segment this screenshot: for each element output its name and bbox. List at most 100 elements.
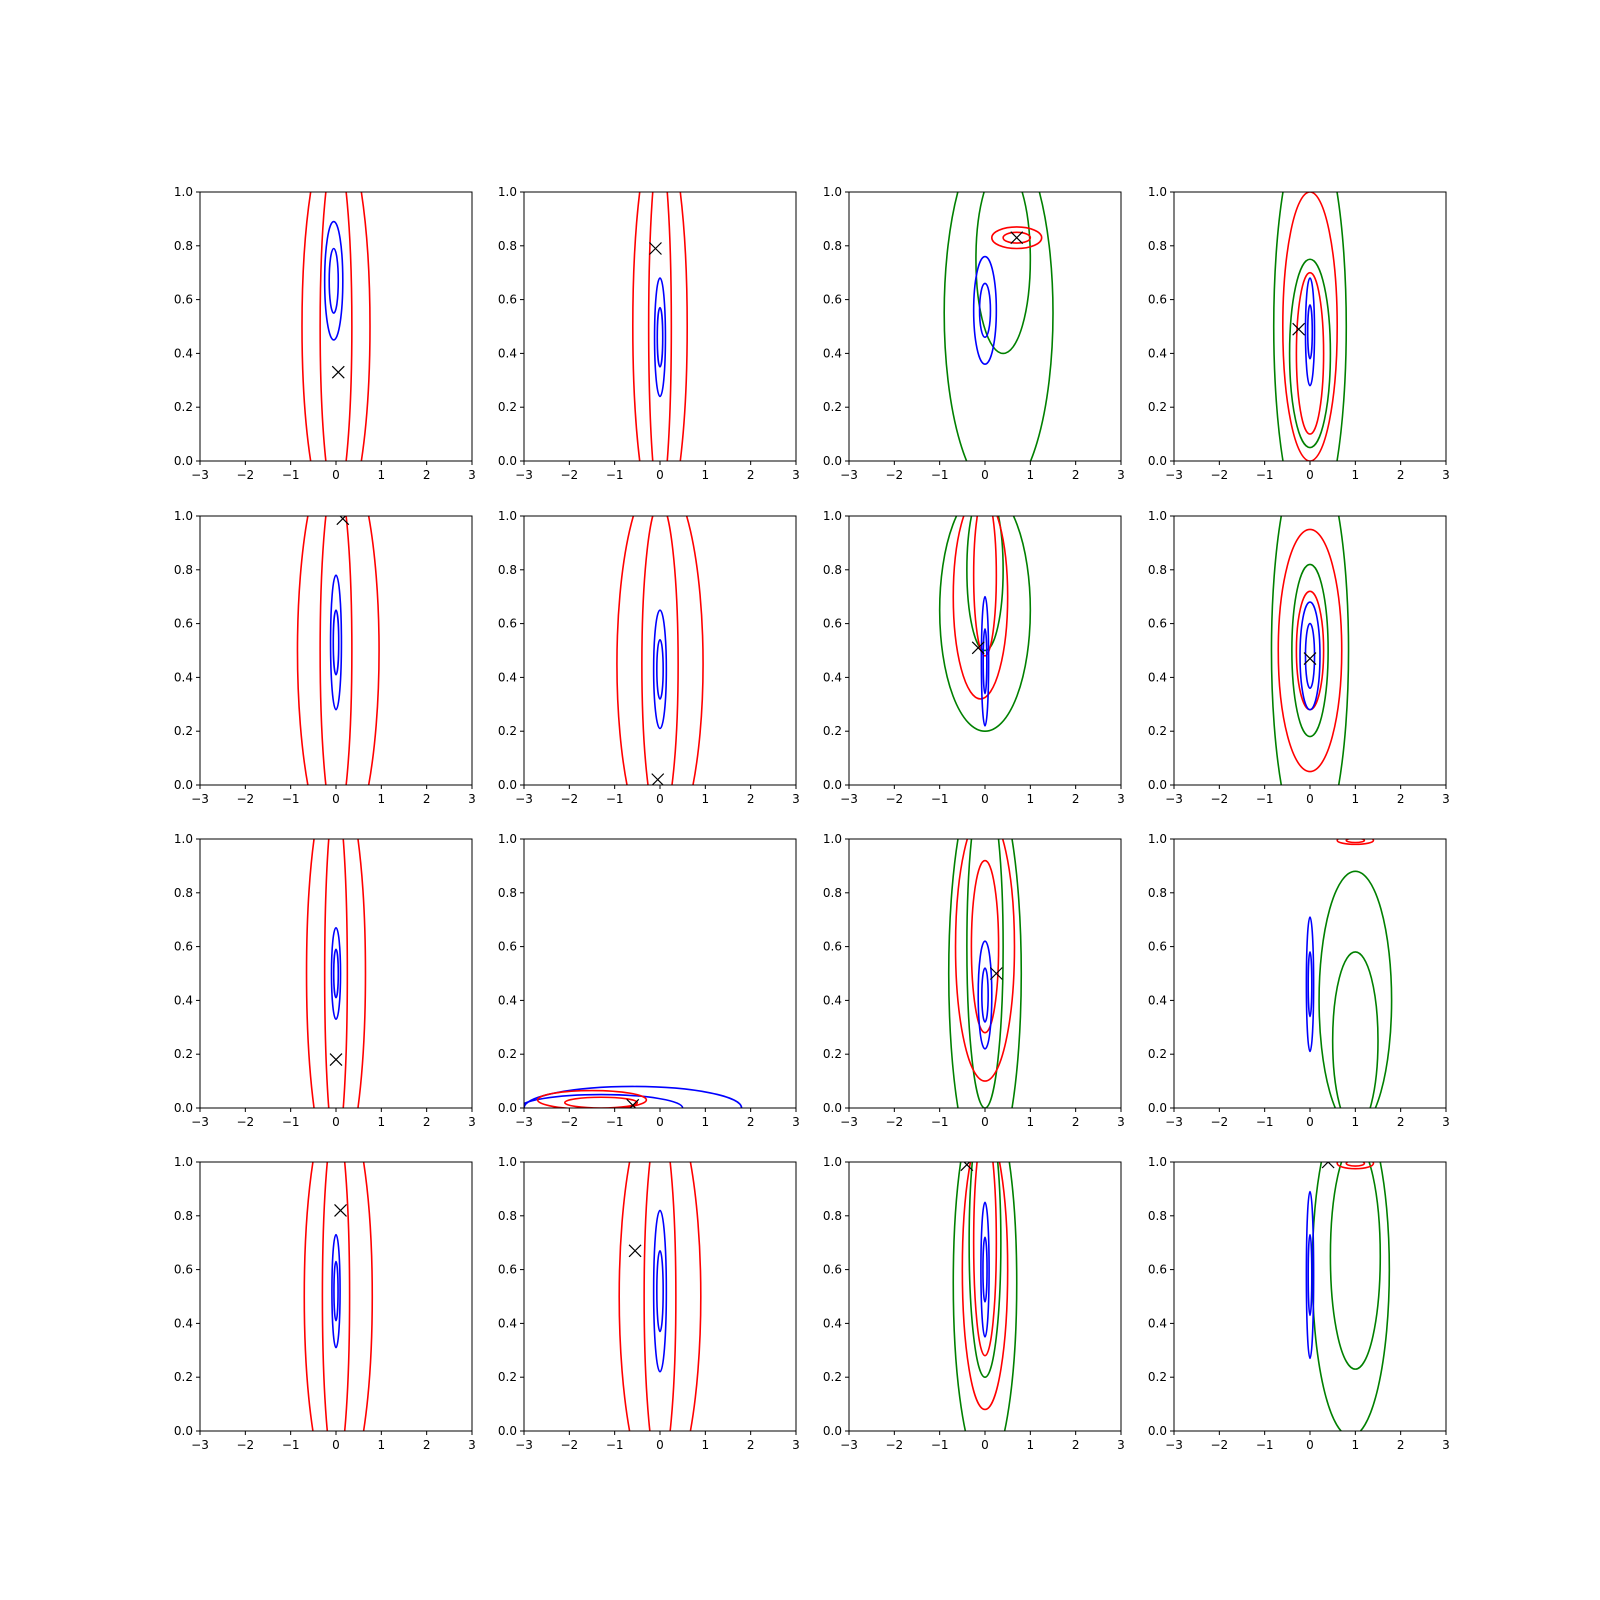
subplot-2-2: −3 −2 −1 0 1 2 3 0.0 0.2 0.4 0.6 0.8 1.0 (498, 509, 800, 806)
y-tick-label: 1.0 (174, 509, 193, 523)
x-tick-label: 2 (747, 1115, 755, 1129)
x-tick-label: 1 (1352, 1115, 1360, 1129)
y-tick-label: 1.0 (498, 509, 517, 523)
subplot-4-3: −3 −2 −1 0 1 2 3 0.0 0.2 0.4 0.6 0.8 1.0 (823, 1155, 1125, 1452)
x-tick-label: −1 (1256, 792, 1274, 806)
x-marker (626, 1098, 640, 1108)
x-tick-label: 1 (702, 1115, 710, 1129)
x-tick-label: 1 (702, 468, 710, 482)
x-tick-label: −3 (1165, 792, 1183, 806)
x-tick-label: −3 (840, 468, 858, 482)
x-tick-label: −2 (885, 1438, 903, 1452)
plot-area (952, 1162, 1018, 1431)
y-tick-label: 0.4 (174, 346, 193, 360)
y-tick-label: 0.4 (174, 670, 193, 684)
x-marker (334, 1203, 347, 1217)
plot-area (616, 516, 704, 785)
x-tick-label: −2 (885, 792, 903, 806)
red-contour (1336, 1162, 1375, 1170)
x-tick-label: −3 (515, 468, 533, 482)
axes-frame (199, 515, 473, 786)
axes-frame (523, 838, 797, 1109)
blue-contour (1304, 622, 1316, 689)
x-tick-label: 3 (1442, 792, 1450, 806)
y-tick-label: 0.6 (1148, 1263, 1167, 1277)
y-tick-label: 0.6 (498, 617, 517, 631)
x-tick-label: −2 (236, 1115, 254, 1129)
plot-area (305, 839, 367, 1108)
y-tick-label: 0.0 (498, 1424, 517, 1438)
y-tick-label: 1.0 (1148, 832, 1167, 846)
y-tick-label: 1.0 (498, 185, 517, 199)
red-contour (990, 226, 1043, 250)
y-tick-label: 0.0 (823, 454, 842, 468)
x-tick-label: 0 (656, 1115, 664, 1129)
blue-contour (977, 940, 993, 1050)
red-contour (972, 516, 998, 657)
x-tick-label: 0 (332, 1438, 340, 1452)
red-contour (303, 1162, 374, 1431)
plot-area (303, 1162, 374, 1431)
red-contour (1336, 839, 1375, 846)
x-tick-label: 1 (702, 792, 710, 806)
x-tick-label: 1 (1027, 468, 1035, 482)
y-tick-label: 0.6 (823, 1263, 842, 1277)
x-tick-label: 0 (332, 792, 340, 806)
axes-frame (523, 1161, 797, 1432)
x-tick-label: −1 (1256, 1438, 1274, 1452)
x-marker (1303, 652, 1317, 665)
y-tick-label: 0.2 (823, 724, 842, 738)
x-tick-label: −2 (560, 1438, 578, 1452)
y-tick-label: 0.0 (823, 1101, 842, 1115)
x-tick-label: 2 (423, 792, 431, 806)
plot-area (1305, 839, 1393, 1108)
green-contour (975, 192, 1032, 355)
y-tick-label: 0.2 (1148, 400, 1167, 414)
green-contour (1329, 1162, 1382, 1370)
red-contour (643, 1162, 677, 1431)
y-tick-label: 1.0 (1148, 1155, 1167, 1169)
x-tick-label: −1 (606, 468, 624, 482)
x-tick-label: 2 (747, 468, 755, 482)
green-contour (952, 1162, 1018, 1431)
red-contour (632, 192, 688, 461)
green-contour (966, 839, 1004, 1108)
subplot-4-4: −3 −2 −1 0 1 2 3 0.0 0.2 0.4 0.6 0.8 1.0 (1148, 1155, 1450, 1452)
subplot-1-1: −3 −2 −1 0 1 2 3 0.0 0.2 0.4 0.6 0.8 1.0 (174, 185, 476, 482)
y-tick-label: 0.0 (174, 454, 193, 468)
x-tick-label: 2 (1397, 792, 1405, 806)
subplot-4-1: −3 −2 −1 0 1 2 3 0.0 0.2 0.4 0.6 0.8 1.0 (174, 1155, 476, 1452)
red-contour (321, 1162, 351, 1431)
y-tick-label: 0.2 (498, 1047, 517, 1061)
y-tick-label: 0.8 (174, 239, 193, 253)
x-tick-label: 0 (656, 1438, 664, 1452)
x-tick-label: 3 (1117, 468, 1125, 482)
x-marker (649, 242, 662, 255)
y-tick-label: 0.6 (1148, 617, 1167, 631)
y-tick-label: 0.0 (1148, 454, 1167, 468)
plot-area (618, 1162, 702, 1431)
x-tick-label: 2 (747, 792, 755, 806)
x-tick-label: 3 (468, 1115, 476, 1129)
green-contour (1270, 516, 1350, 785)
x-tick-label: 2 (1397, 1115, 1405, 1129)
y-tick-label: 0.8 (498, 1209, 517, 1223)
x-tick-label: 0 (332, 468, 340, 482)
y-tick-label: 0.4 (498, 993, 517, 1007)
y-tick-label: 0.2 (1148, 1047, 1167, 1061)
y-tick-label: 0.8 (174, 563, 193, 577)
x-tick-label: −3 (515, 792, 533, 806)
red-contour (952, 516, 1009, 700)
x-tick-label: 3 (1117, 792, 1125, 806)
blue-contour (1304, 277, 1316, 387)
y-tick-label: 0.8 (1148, 1209, 1167, 1223)
subplot-2-3: −3 −2 −1 0 1 2 3 0.0 0.2 0.4 0.6 0.8 1.0 (823, 509, 1125, 806)
red-contour (1345, 1162, 1366, 1167)
red-contour (1277, 528, 1343, 773)
x-marker (960, 1162, 974, 1172)
red-contour (1282, 192, 1338, 461)
y-tick-label: 0.2 (498, 1370, 517, 1384)
y-tick-label: 0.2 (823, 1370, 842, 1384)
x-tick-label: −1 (1256, 1115, 1274, 1129)
